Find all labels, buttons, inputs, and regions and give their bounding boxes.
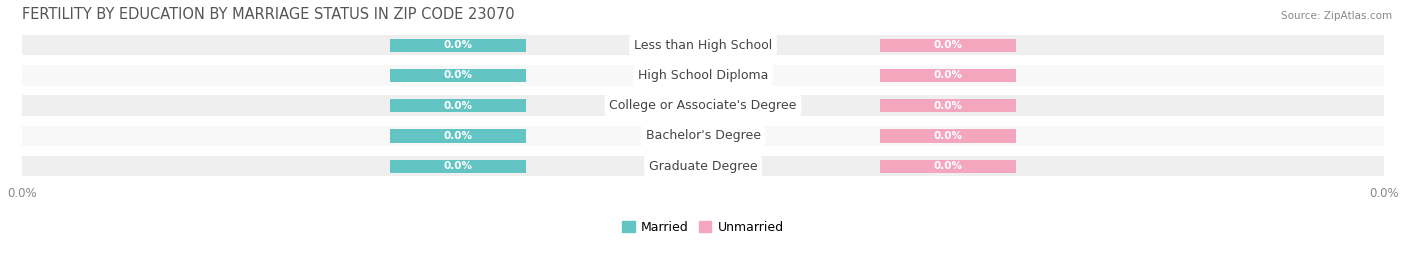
Bar [389, 99, 526, 112]
Text: 0.0%: 0.0% [934, 131, 963, 141]
Text: 0.0%: 0.0% [443, 40, 472, 50]
Text: Less than High School: Less than High School [634, 39, 772, 52]
Bar [389, 38, 526, 52]
Bar [389, 129, 526, 143]
Bar [880, 38, 1017, 52]
Bar [389, 160, 526, 173]
Text: 0.0%: 0.0% [934, 161, 963, 171]
Text: Source: ZipAtlas.com: Source: ZipAtlas.com [1281, 11, 1392, 21]
Text: 0.0%: 0.0% [934, 40, 963, 50]
Text: Bachelor's Degree: Bachelor's Degree [645, 129, 761, 142]
Text: FERTILITY BY EDUCATION BY MARRIAGE STATUS IN ZIP CODE 23070: FERTILITY BY EDUCATION BY MARRIAGE STATU… [21, 7, 515, 22]
Bar [880, 69, 1017, 82]
Bar [880, 99, 1017, 112]
Text: 0.0%: 0.0% [934, 70, 963, 80]
Text: 0.0%: 0.0% [443, 70, 472, 80]
Legend: Married, Unmarried: Married, Unmarried [617, 215, 789, 239]
Text: 0.0%: 0.0% [443, 101, 472, 111]
Text: College or Associate's Degree: College or Associate's Degree [609, 99, 797, 112]
Bar [880, 129, 1017, 143]
Bar [389, 69, 526, 82]
Bar [21, 35, 1385, 55]
Bar [880, 160, 1017, 173]
Bar [21, 126, 1385, 146]
Bar [21, 156, 1385, 176]
Bar [21, 95, 1385, 116]
Text: 0.0%: 0.0% [443, 131, 472, 141]
Text: 0.0%: 0.0% [934, 101, 963, 111]
Bar [21, 65, 1385, 86]
Text: High School Diploma: High School Diploma [638, 69, 768, 82]
Text: Graduate Degree: Graduate Degree [648, 160, 758, 173]
Text: 0.0%: 0.0% [443, 161, 472, 171]
